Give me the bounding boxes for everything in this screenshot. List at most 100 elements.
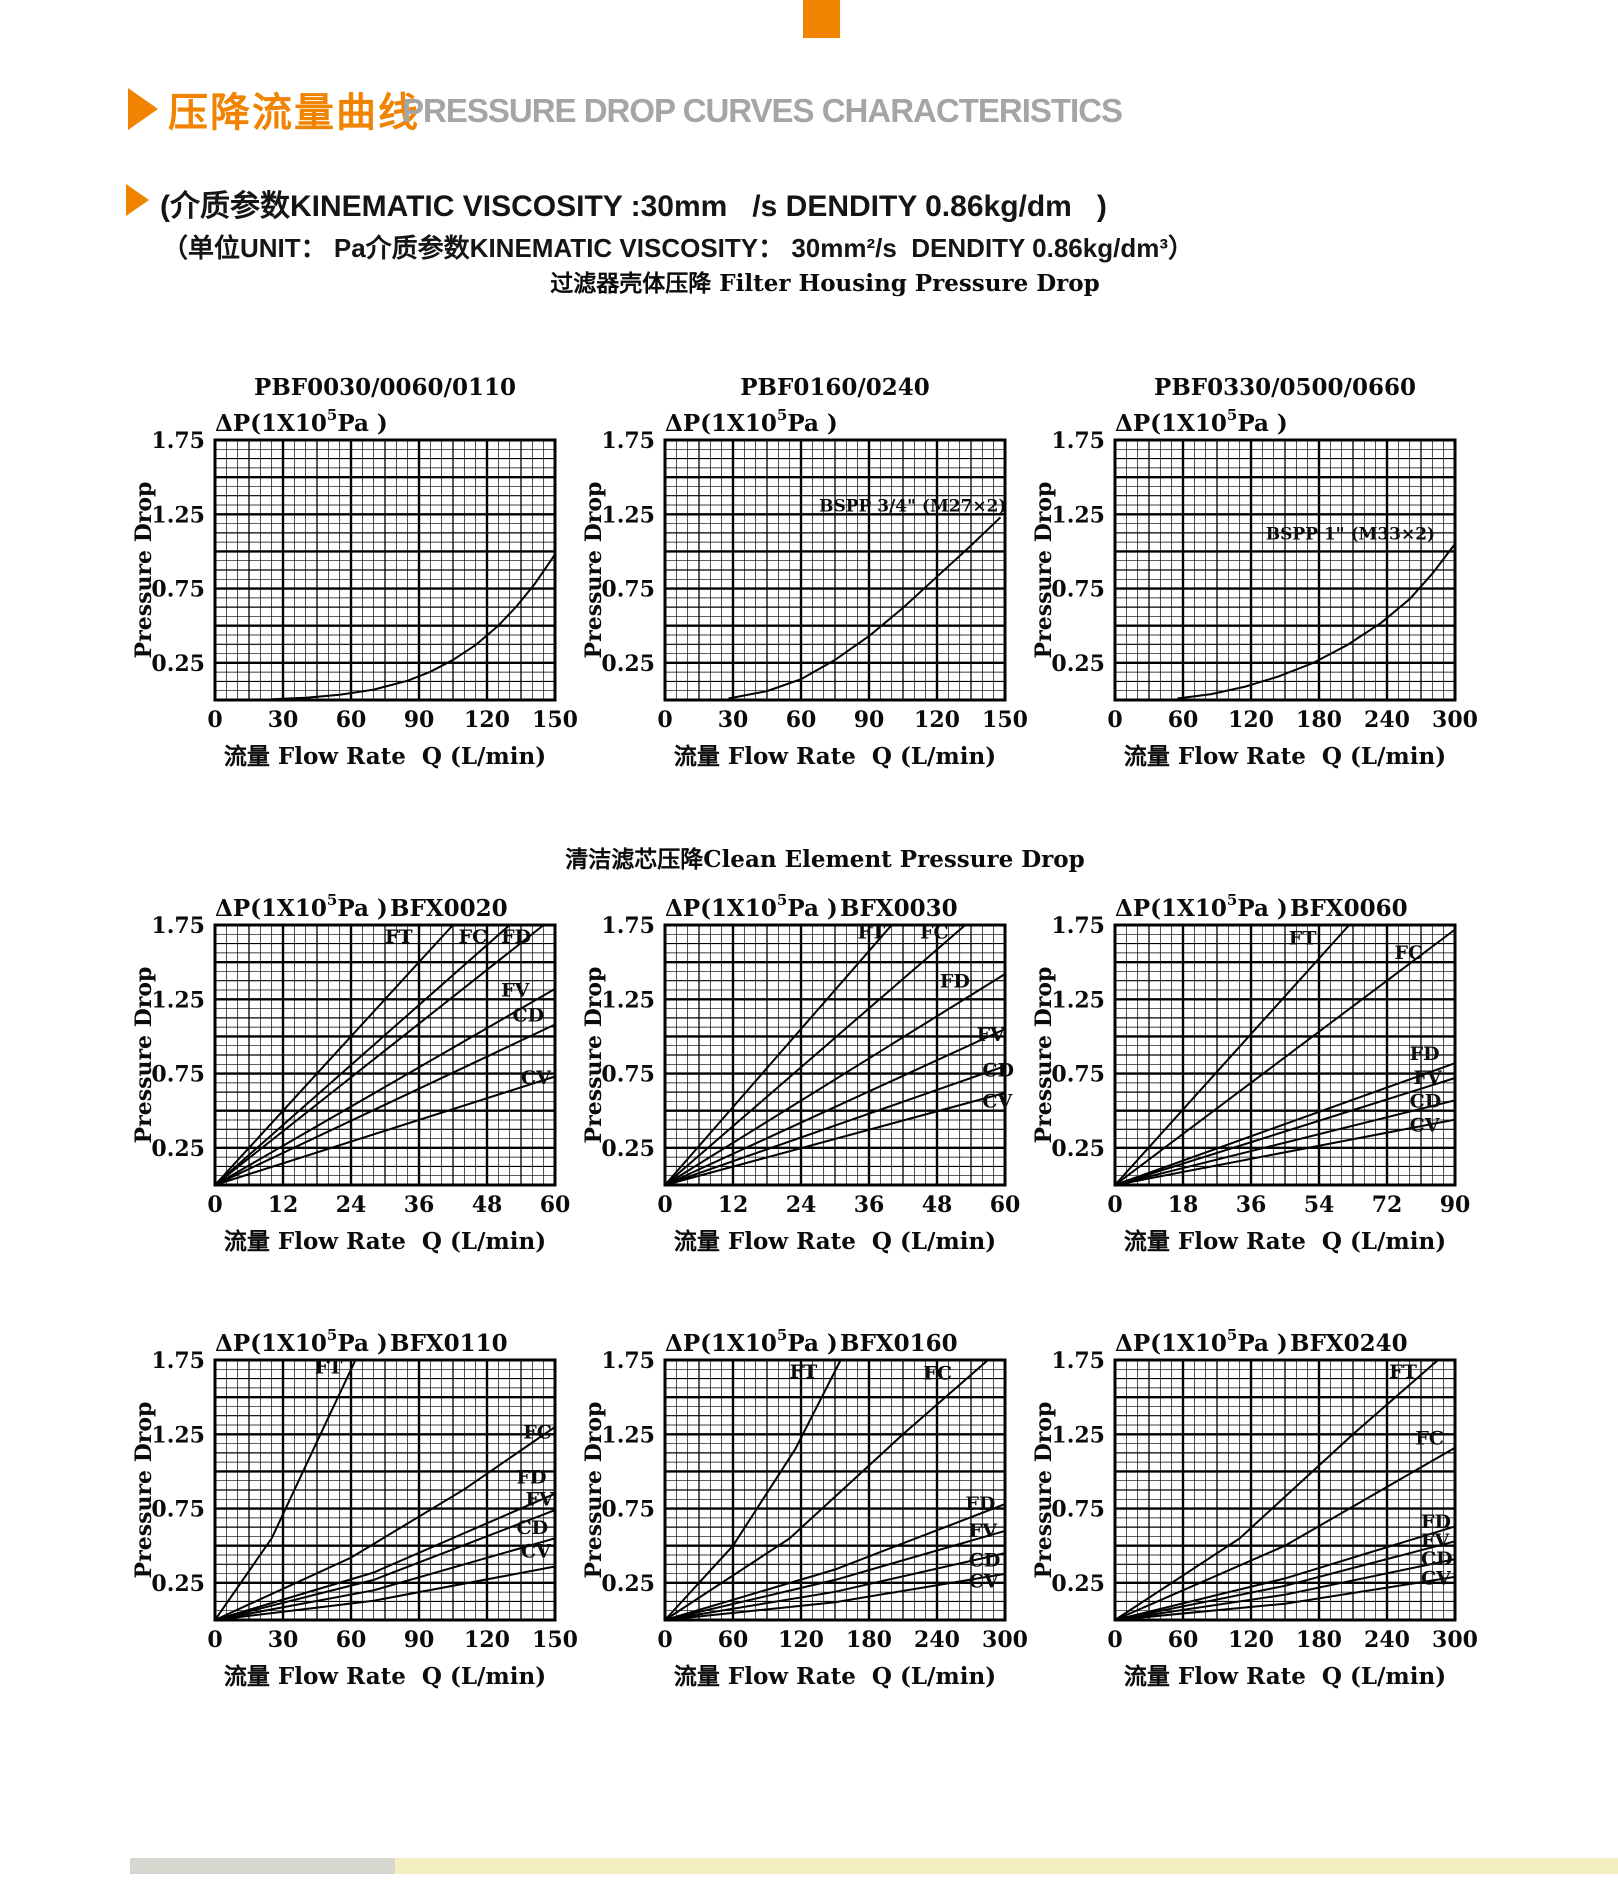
svg-text:PBF0030/0060/0110: PBF0030/0060/0110: [254, 374, 516, 401]
svg-text:0.75: 0.75: [151, 1497, 205, 1523]
svg-text:36: 36: [404, 1192, 435, 1218]
svg-text:60: 60: [540, 1192, 571, 1218]
svg-text:ΔP(1X105Pa ): ΔP(1X105Pa ): [1115, 1326, 1288, 1357]
svg-text:FT: FT: [315, 1356, 343, 1378]
svg-text:300: 300: [1432, 707, 1478, 733]
svg-text:FC: FC: [920, 921, 949, 943]
svg-text:48: 48: [472, 1192, 503, 1218]
svg-text:CV: CV: [982, 1091, 1013, 1113]
svg-text:CV: CV: [969, 1570, 1000, 1592]
svg-text:FV: FV: [1421, 1530, 1450, 1552]
svg-text:24: 24: [786, 1192, 817, 1218]
svg-text:1.25: 1.25: [601, 987, 655, 1013]
svg-text:Pressure Drop: Pressure Drop: [581, 482, 607, 659]
svg-text:0.75: 0.75: [151, 1062, 205, 1088]
svg-text:FC: FC: [459, 926, 488, 948]
svg-text:150: 150: [532, 707, 578, 733]
svg-text:0.25: 0.25: [601, 1136, 655, 1162]
svg-text:1.75: 1.75: [601, 913, 655, 939]
chart-bfx0020: 0.25 0.75 1.25 1.75 0 12 24 36 48 60 ΔP(1X105Pa ) B…: [131, 891, 571, 1255]
svg-text:0.25: 0.25: [1051, 651, 1105, 677]
svg-text:120: 120: [1228, 1627, 1274, 1653]
page-title-zh: 压降流量曲线: [168, 91, 420, 135]
chart-bfx0160: 0.25 0.75 1.25 1.75 0 60 120 180 240 300 ΔP(1X105P…: [581, 1326, 1028, 1690]
svg-text:FT: FT: [1289, 927, 1317, 949]
svg-text:0.75: 0.75: [601, 1062, 655, 1088]
svg-text:180: 180: [1296, 707, 1342, 733]
svg-text:流量 Flow Rate Q (L/min): 流量 Flow Rate Q (L/min): [674, 1663, 996, 1690]
svg-text:180: 180: [1296, 1627, 1342, 1653]
svg-text:0: 0: [1107, 707, 1122, 733]
svg-text:1.25: 1.25: [601, 1422, 655, 1448]
svg-text:0.25: 0.25: [601, 1571, 655, 1597]
svg-text:FD: FD: [1410, 1043, 1440, 1065]
svg-text:FV: FV: [526, 1489, 555, 1511]
footer-bar-gray: [130, 1858, 395, 1874]
svg-text:0.25: 0.25: [1051, 1136, 1105, 1162]
svg-text:0.75: 0.75: [151, 577, 205, 603]
svg-text:Pressure Drop: Pressure Drop: [1031, 1402, 1057, 1579]
chart-pbf0330-0500-0660: 0.25 0.75 1.25 1.75 0 60 120 180 240 300 ΔP(1X105P…: [1031, 374, 1478, 770]
svg-text:60: 60: [718, 1627, 749, 1653]
svg-text:0.25: 0.25: [601, 651, 655, 677]
svg-text:180: 180: [846, 1627, 892, 1653]
svg-text:60: 60: [336, 707, 367, 733]
svg-text:0.25: 0.25: [151, 1571, 205, 1597]
svg-text:FT: FT: [858, 921, 886, 943]
svg-text:流量 Flow Rate Q (L/min): 流量 Flow Rate Q (L/min): [674, 743, 996, 770]
svg-text:CV: CV: [1421, 1567, 1452, 1589]
svg-text:Pressure Drop: Pressure Drop: [581, 967, 607, 1144]
svg-text:流量 Flow Rate Q (L/min): 流量 Flow Rate Q (L/min): [1124, 743, 1446, 770]
svg-text:90: 90: [404, 707, 435, 733]
svg-text:60: 60: [786, 707, 817, 733]
svg-text:240: 240: [1364, 707, 1410, 733]
svg-text:0.25: 0.25: [151, 651, 205, 677]
svg-text:FD: FD: [516, 1466, 546, 1488]
svg-text:1.25: 1.25: [151, 502, 205, 528]
svg-text:BSPP 1" (M33×2): BSPP 1" (M33×2): [1266, 525, 1435, 545]
svg-text:FV: FV: [501, 979, 530, 1001]
svg-text:Pressure Drop: Pressure Drop: [581, 1402, 607, 1579]
svg-text:0.75: 0.75: [1051, 1497, 1105, 1523]
svg-text:1.75: 1.75: [151, 913, 205, 939]
page-title-en: PRESSURE DROP CURVES CHARACTERISTICS: [402, 92, 1123, 129]
svg-text:ΔP(1X105Pa ): ΔP(1X105Pa ): [665, 406, 838, 437]
svg-text:0: 0: [1107, 1192, 1122, 1218]
svg-text:FC: FC: [1415, 1428, 1444, 1450]
svg-text:0.75: 0.75: [601, 1497, 655, 1523]
section-heading-housing: 过滤器壳体压降 Filter Housing Pressure Drop: [550, 270, 1100, 297]
svg-text:Pressure Drop: Pressure Drop: [131, 1402, 157, 1579]
chart-bfx0030: 0.25 0.75 1.25 1.75 0 12 24 36 48 60 ΔP(1X105Pa ) B…: [581, 891, 1020, 1255]
svg-text:PBF0160/0240: PBF0160/0240: [740, 374, 930, 401]
svg-text:300: 300: [982, 1627, 1028, 1653]
svg-text:1.25: 1.25: [601, 502, 655, 528]
footer-bar-yellow: [395, 1858, 1618, 1874]
svg-text:0: 0: [657, 707, 672, 733]
svg-text:60: 60: [1168, 707, 1199, 733]
svg-text:150: 150: [982, 707, 1028, 733]
svg-text:1.75: 1.75: [151, 428, 205, 454]
svg-text:CV: CV: [1410, 1115, 1441, 1137]
svg-text:流量 Flow Rate Q (L/min): 流量 Flow Rate Q (L/min): [1124, 1228, 1446, 1255]
svg-text:0: 0: [657, 1192, 672, 1218]
svg-text:FD: FD: [965, 1493, 995, 1515]
svg-text:1.25: 1.25: [1051, 502, 1105, 528]
svg-text:1.25: 1.25: [1051, 1422, 1105, 1448]
section-heading-element: 清洁滤芯压降Clean Element Pressure Drop: [565, 846, 1085, 873]
svg-text:ΔP(1X105Pa ): ΔP(1X105Pa ): [1115, 406, 1288, 437]
svg-text:PBF0330/0500/0660: PBF0330/0500/0660: [1154, 374, 1416, 401]
svg-text:72: 72: [1372, 1192, 1403, 1218]
svg-text:1.25: 1.25: [151, 1422, 205, 1448]
chart-bfx0110: 0.25 0.75 1.25 1.75 0 30 60 90 120 150 ΔP(1X105Pa …: [131, 1326, 578, 1690]
svg-text:CD: CD: [982, 1060, 1014, 1082]
svg-text:FC: FC: [523, 1422, 552, 1444]
svg-text:CD: CD: [969, 1550, 1001, 1572]
svg-text:FC: FC: [1395, 942, 1424, 964]
svg-text:流量 Flow Rate Q (L/min): 流量 Flow Rate Q (L/min): [674, 1228, 996, 1255]
svg-text:120: 120: [464, 707, 510, 733]
svg-text:1.75: 1.75: [601, 428, 655, 454]
svg-text:CD: CD: [516, 1517, 548, 1539]
svg-text:54: 54: [1304, 1192, 1335, 1218]
svg-text:300: 300: [1432, 1627, 1478, 1653]
svg-text:120: 120: [1228, 707, 1274, 733]
